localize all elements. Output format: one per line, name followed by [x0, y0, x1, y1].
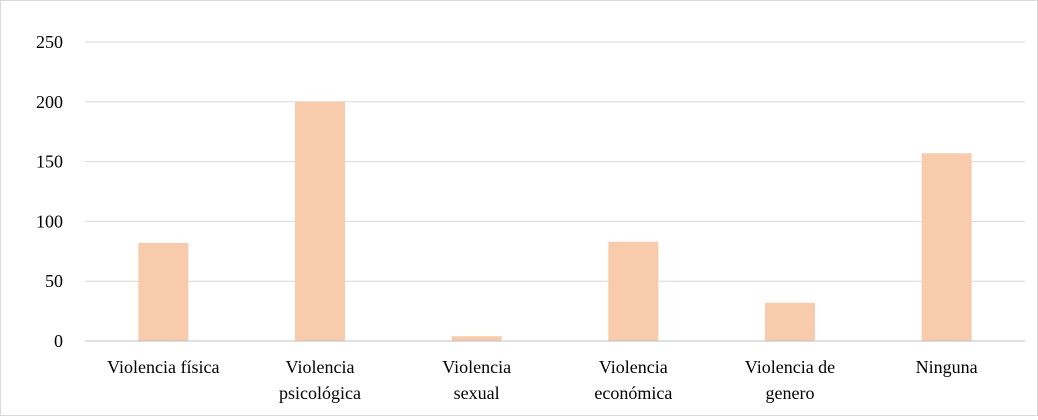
- y-tick-label: 200: [36, 92, 63, 112]
- bar: [608, 241, 659, 341]
- x-tick-label-line: Ninguna: [916, 357, 978, 377]
- x-tick-label-line: Violencia: [599, 357, 668, 377]
- x-tick-label: Violencia sexual: [442, 357, 511, 403]
- x-tick-label: Violencia económica: [594, 357, 672, 403]
- x-tick-label-line: Violencia: [286, 357, 355, 377]
- bars: [138, 101, 972, 341]
- x-tick-label-line: Violencia de: [745, 357, 835, 377]
- y-tick-label: 250: [36, 32, 63, 52]
- x-tick-label-line: Violencia física: [107, 357, 219, 377]
- y-tick-label: 0: [54, 331, 63, 351]
- x-tick-label-line: sexual: [454, 383, 500, 403]
- bar: [295, 101, 345, 341]
- x-tick-label-line: psicológica: [279, 383, 361, 403]
- bar: [765, 302, 815, 341]
- x-tick-label-line: Violencia: [442, 357, 511, 377]
- x-tick-labels: Violencia física Violencia psicológicaViol…: [107, 357, 978, 403]
- bar: [138, 242, 189, 341]
- x-tick-label: Violencia de genero: [745, 357, 835, 403]
- x-tick-label-line: genero: [766, 383, 815, 403]
- x-tick-label-line: económica: [594, 383, 672, 403]
- bar: [921, 153, 972, 341]
- y-tick-label: 150: [36, 152, 63, 172]
- x-tick-label: Violencia psicológica: [279, 357, 361, 403]
- gridlines: [85, 41, 1025, 282]
- x-tick-label: Violencia física: [107, 357, 219, 377]
- bar: [451, 336, 502, 341]
- y-tick-labels: 0 50 100 150 200 250: [36, 32, 63, 351]
- x-tick-label: Ninguna: [916, 357, 978, 377]
- y-tick-label: 50: [45, 271, 63, 291]
- y-tick-label: 100: [36, 211, 63, 231]
